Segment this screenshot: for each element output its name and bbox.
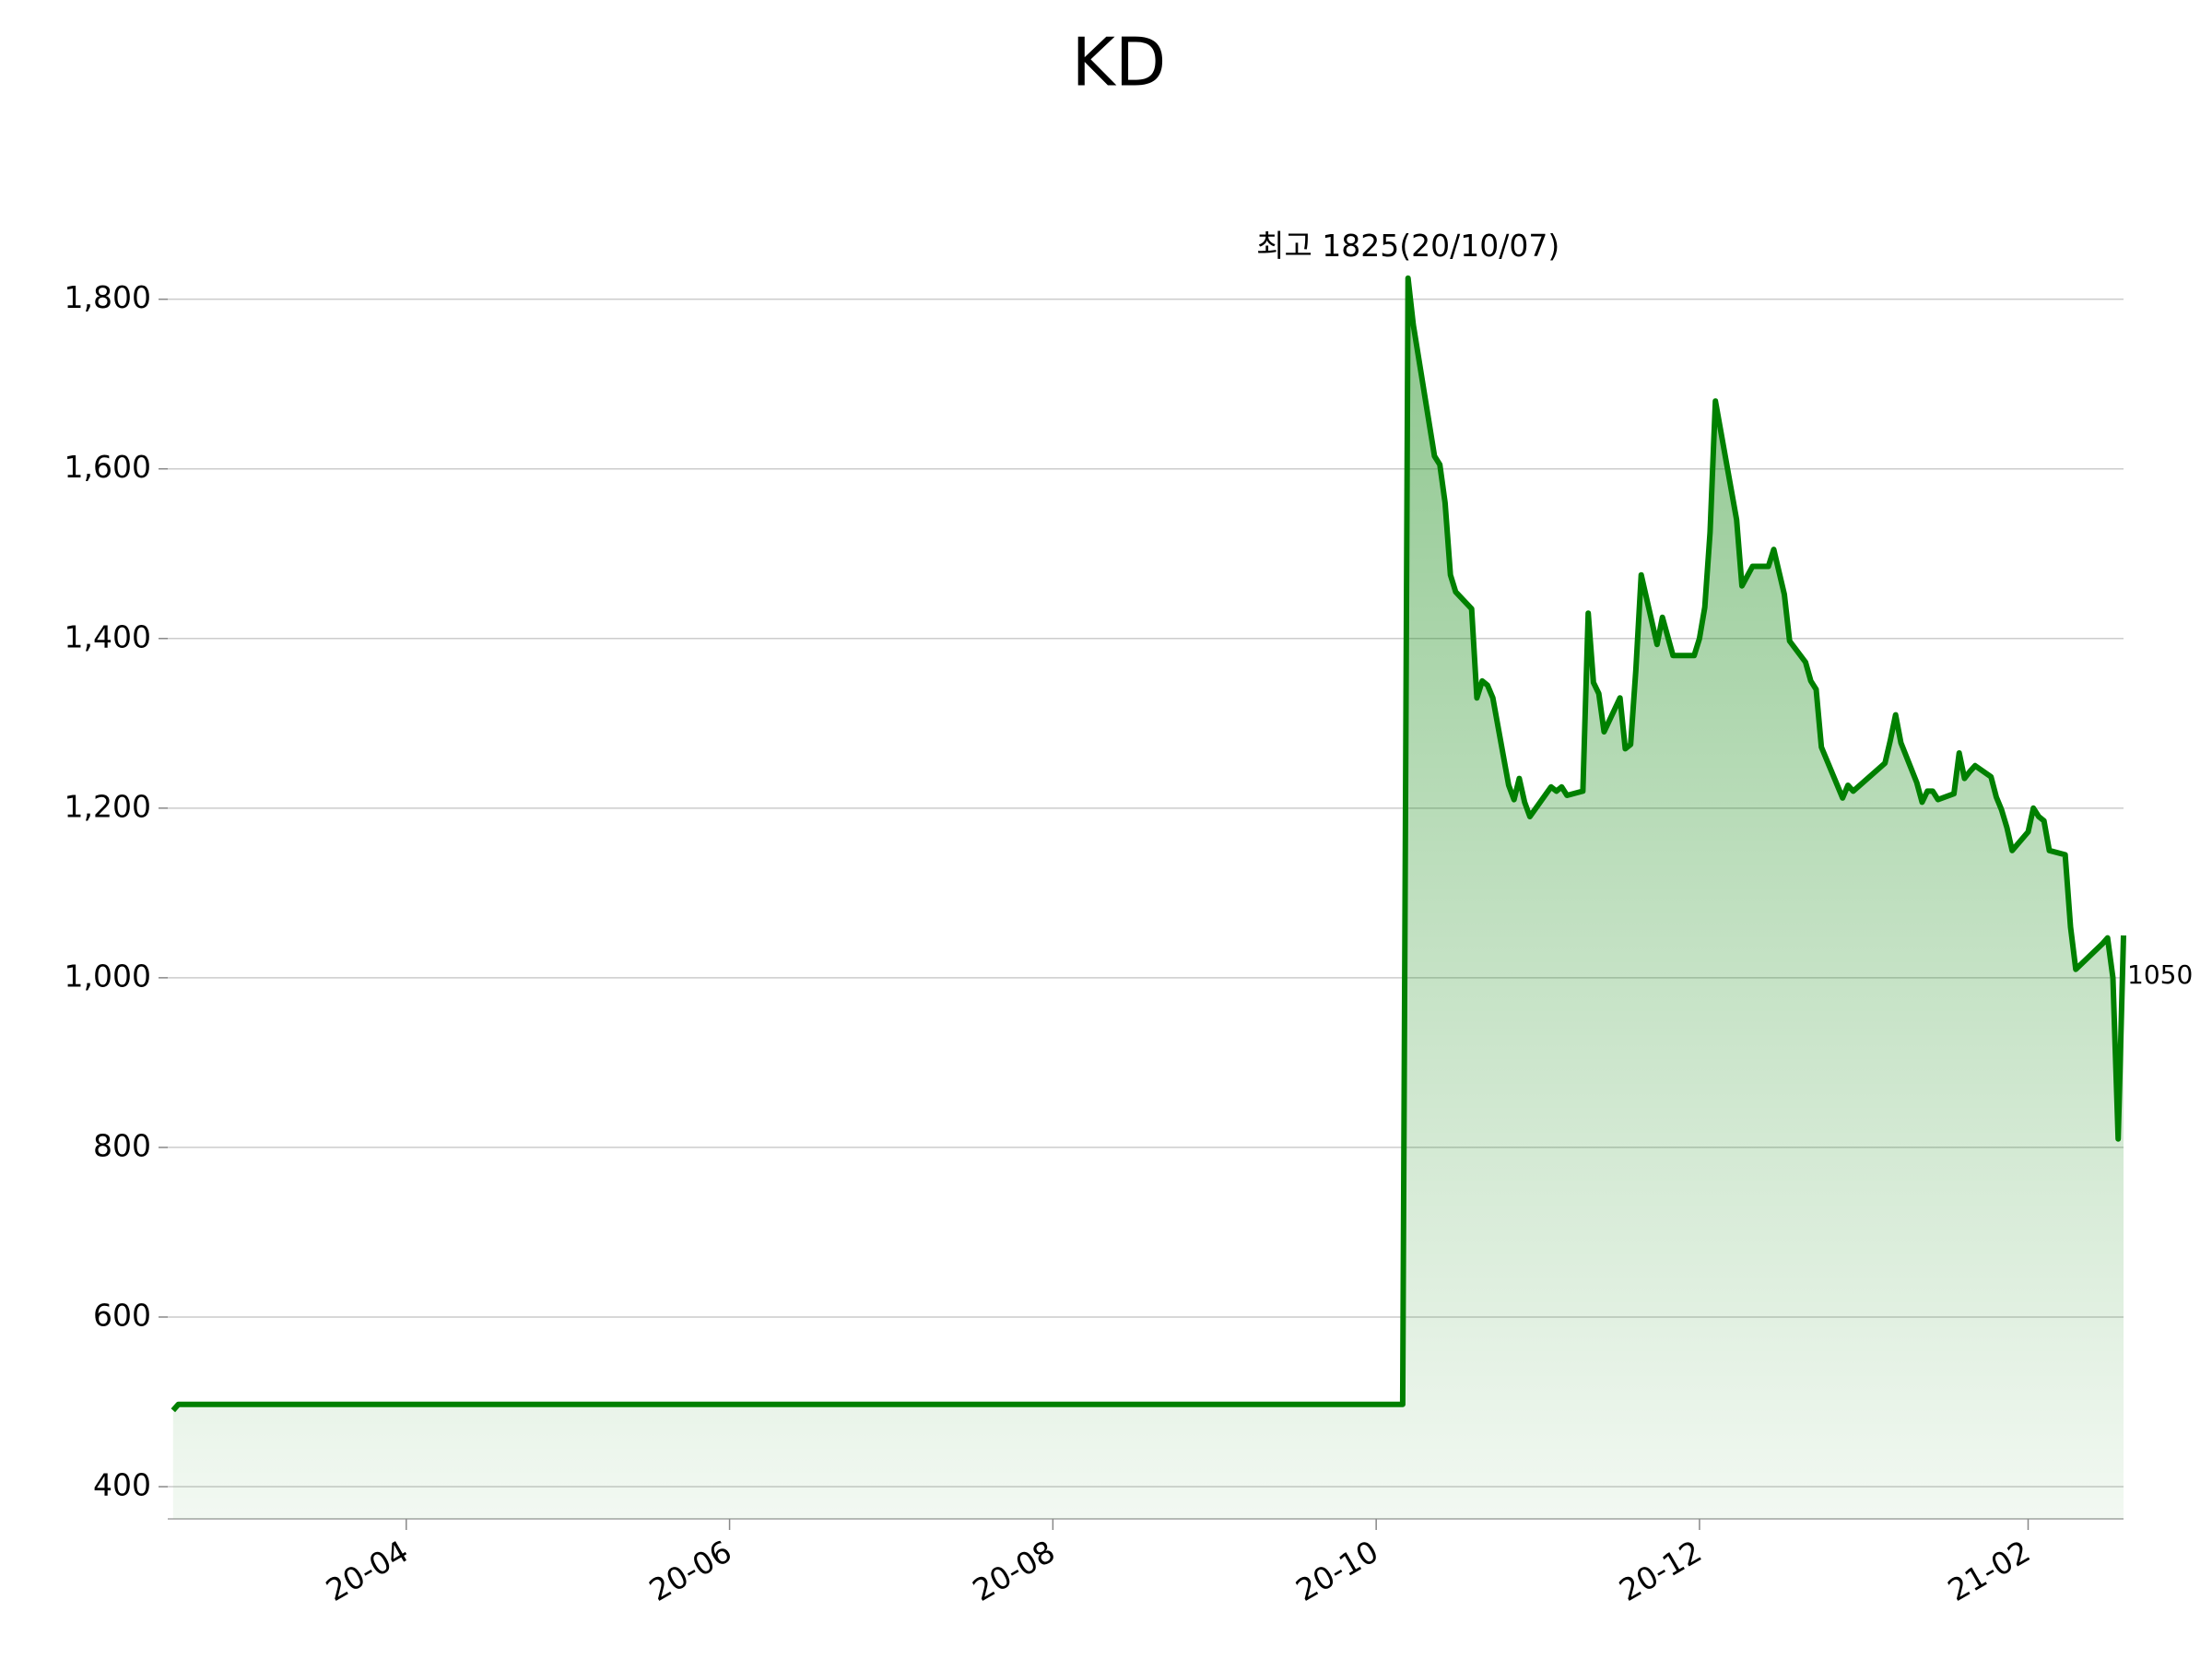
y-tick-label: 1,600	[65, 449, 151, 485]
max-annotation: 최고 1825(20/10/07)	[1256, 228, 1559, 264]
last-value-label: 1050	[2127, 959, 2193, 990]
y-tick-label: 1,000	[65, 958, 151, 994]
y-tick-label: 600	[93, 1297, 151, 1333]
x-tick-label: 21-02	[1942, 1533, 2037, 1608]
y-tick-label: 800	[93, 1127, 151, 1163]
x-tick-label: 20-08	[967, 1533, 1062, 1608]
x-tick-label: 20-06	[643, 1533, 738, 1608]
y-tick-label: 1,200	[65, 788, 151, 824]
y-tick-label: 1,400	[65, 618, 151, 654]
x-tick-label: 20-04	[320, 1533, 415, 1608]
y-tick-label: 1,800	[65, 279, 151, 315]
x-tick-label: 20-10	[1289, 1533, 1384, 1608]
line	[171, 275, 2126, 1413]
area	[172, 277, 2124, 1520]
y-tick-label: 400	[93, 1467, 151, 1503]
chart-title: KD	[1072, 24, 1167, 101]
x-tick-label: 20-12	[1613, 1533, 1708, 1608]
